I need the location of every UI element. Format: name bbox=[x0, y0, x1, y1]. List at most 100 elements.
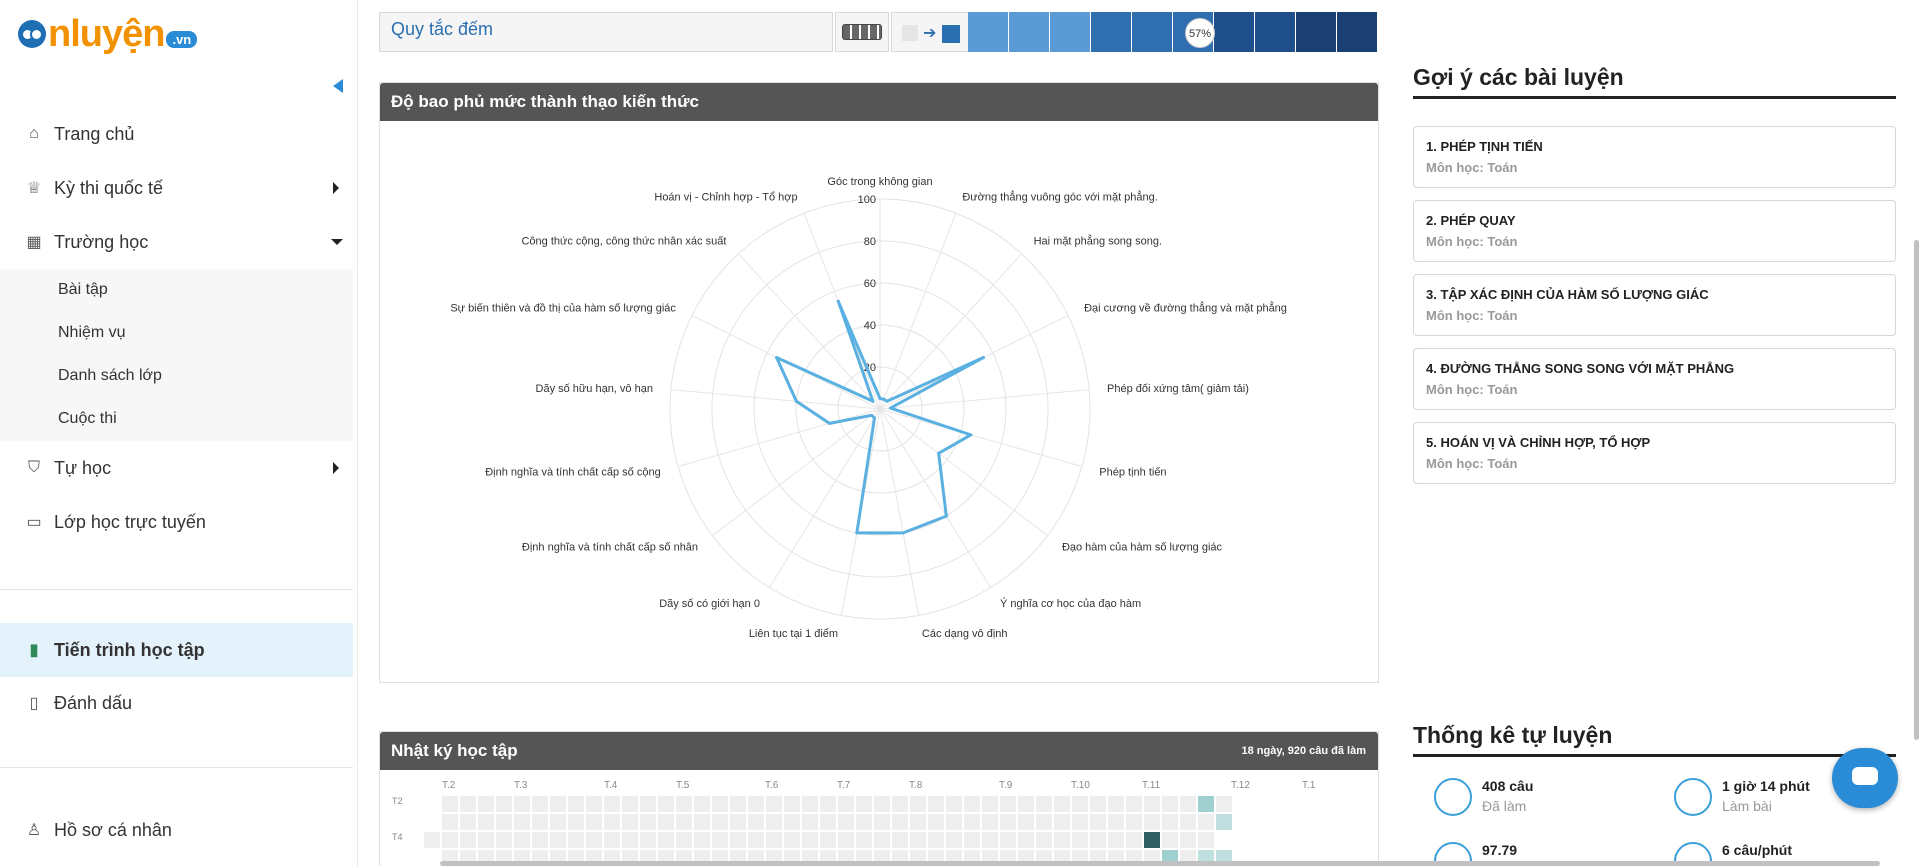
activity-day-cell[interactable] bbox=[712, 832, 728, 848]
sidebar-item-bookmarks[interactable]: ▯ Đánh dấu bbox=[0, 681, 353, 725]
collapse-sidebar-icon[interactable] bbox=[333, 79, 343, 93]
activity-day-cell[interactable] bbox=[478, 832, 494, 848]
activity-day-cell[interactable] bbox=[460, 796, 476, 812]
activity-day-cell[interactable] bbox=[604, 814, 620, 830]
activity-day-cell[interactable] bbox=[1072, 814, 1088, 830]
activity-day-cell[interactable] bbox=[1108, 832, 1124, 848]
activity-day-cell[interactable] bbox=[712, 814, 728, 830]
activity-day-cell[interactable] bbox=[766, 814, 782, 830]
activity-day-cell[interactable] bbox=[928, 796, 944, 812]
activity-day-cell[interactable] bbox=[730, 814, 746, 830]
activity-day-cell[interactable] bbox=[892, 832, 908, 848]
activity-day-cell[interactable] bbox=[514, 796, 530, 812]
activity-day-cell[interactable] bbox=[838, 796, 854, 812]
activity-day-cell[interactable] bbox=[532, 814, 548, 830]
vertical-scrollbar[interactable] bbox=[1914, 240, 1919, 740]
activity-day-cell[interactable] bbox=[784, 814, 800, 830]
activity-day-cell[interactable] bbox=[658, 814, 674, 830]
activity-day-cell[interactable] bbox=[730, 796, 746, 812]
activity-day-cell[interactable] bbox=[1180, 814, 1196, 830]
sidebar-item-learning-progress[interactable]: ▮ Tiến trình học tập bbox=[0, 623, 353, 677]
activity-day-cell[interactable] bbox=[496, 832, 512, 848]
activity-day-cell[interactable] bbox=[928, 832, 944, 848]
activity-day-cell[interactable] bbox=[730, 832, 746, 848]
activity-day-cell[interactable] bbox=[1054, 832, 1070, 848]
activity-day-cell[interactable] bbox=[676, 814, 692, 830]
activity-day-cell[interactable] bbox=[820, 814, 836, 830]
activity-day-cell[interactable] bbox=[712, 796, 728, 812]
activity-day-cell[interactable] bbox=[1054, 814, 1070, 830]
activity-day-cell[interactable] bbox=[424, 832, 440, 848]
activity-day-cell[interactable] bbox=[874, 814, 890, 830]
activity-day-cell[interactable] bbox=[1072, 832, 1088, 848]
activity-day-cell[interactable] bbox=[874, 796, 890, 812]
activity-day-cell[interactable] bbox=[856, 796, 872, 812]
activity-day-cell[interactable] bbox=[478, 814, 494, 830]
activity-day-cell[interactable] bbox=[1144, 814, 1160, 830]
sidebar-item-online-class[interactable]: ▭ Lớp học trực tuyến bbox=[0, 500, 353, 544]
activity-day-cell[interactable] bbox=[964, 832, 980, 848]
activity-day-cell[interactable] bbox=[946, 832, 962, 848]
logo[interactable]: nluyện .vn bbox=[18, 14, 198, 54]
activity-day-cell[interactable] bbox=[604, 796, 620, 812]
activity-day-cell[interactable] bbox=[550, 832, 566, 848]
activity-day-cell[interactable] bbox=[784, 832, 800, 848]
submenu-item-tasks[interactable]: Nhiệm vụ bbox=[58, 324, 126, 341]
activity-day-cell[interactable] bbox=[550, 796, 566, 812]
activity-day-cell[interactable] bbox=[1180, 796, 1196, 812]
sidebar-item-home[interactable]: ⌂ Trang chủ bbox=[0, 112, 353, 156]
activity-day-cell[interactable] bbox=[460, 832, 476, 848]
activity-day-cell[interactable] bbox=[568, 796, 584, 812]
activity-day-cell[interactable] bbox=[640, 796, 656, 812]
activity-day-cell[interactable] bbox=[820, 832, 836, 848]
activity-day-cell[interactable] bbox=[748, 814, 764, 830]
activity-day-cell[interactable] bbox=[946, 814, 962, 830]
activity-day-cell[interactable] bbox=[964, 796, 980, 812]
activity-day-cell[interactable] bbox=[1162, 796, 1178, 812]
activity-day-cell[interactable] bbox=[1198, 832, 1214, 848]
activity-day-cell[interactable] bbox=[460, 814, 476, 830]
activity-day-cell[interactable] bbox=[748, 796, 764, 812]
activity-day-cell[interactable] bbox=[964, 814, 980, 830]
activity-day-cell[interactable] bbox=[1018, 814, 1034, 830]
activity-day-cell[interactable] bbox=[802, 814, 818, 830]
activity-day-cell[interactable] bbox=[1054, 796, 1070, 812]
submenu-item-exercises[interactable]: Bài tập bbox=[58, 281, 108, 298]
activity-day-cell[interactable] bbox=[856, 814, 872, 830]
activity-day-cell[interactable] bbox=[982, 832, 998, 848]
activity-day-cell[interactable] bbox=[1090, 796, 1106, 812]
activity-day-cell[interactable] bbox=[766, 832, 782, 848]
activity-day-cell[interactable] bbox=[982, 814, 998, 830]
activity-day-cell[interactable] bbox=[1144, 832, 1160, 848]
activity-day-cell[interactable] bbox=[1216, 814, 1232, 830]
activity-day-cell[interactable] bbox=[766, 796, 782, 812]
activity-day-cell[interactable] bbox=[1126, 796, 1142, 812]
activity-day-cell[interactable] bbox=[1036, 832, 1052, 848]
activity-day-cell[interactable] bbox=[442, 832, 458, 848]
activity-day-cell[interactable] bbox=[586, 832, 602, 848]
activity-day-cell[interactable] bbox=[838, 814, 854, 830]
activity-day-cell[interactable] bbox=[1072, 796, 1088, 812]
activity-day-cell[interactable] bbox=[1108, 814, 1124, 830]
sidebar-item-self-study[interactable]: ⛉ Tự học bbox=[0, 446, 353, 490]
activity-day-cell[interactable] bbox=[1144, 796, 1160, 812]
activity-day-cell[interactable] bbox=[514, 832, 530, 848]
activity-day-cell[interactable] bbox=[946, 796, 962, 812]
suggestion-card[interactable]: 3. TẬP XÁC ĐỊNH CỦA HÀM SỐ LƯỢNG GIÁC Mô… bbox=[1413, 274, 1896, 336]
activity-day-cell[interactable] bbox=[532, 796, 548, 812]
suggestion-card[interactable]: 4. ĐƯỜNG THẲNG SONG SONG VỚI MẶT PHẲNG M… bbox=[1413, 348, 1896, 410]
activity-day-cell[interactable] bbox=[1162, 814, 1178, 830]
activity-day-cell[interactable] bbox=[928, 814, 944, 830]
activity-day-cell[interactable] bbox=[1108, 796, 1124, 812]
activity-day-cell[interactable] bbox=[856, 832, 872, 848]
activity-day-cell[interactable] bbox=[1000, 796, 1016, 812]
suggestion-card[interactable]: 5. HOÁN VỊ VÀ CHỈNH HỢP, TỔ HỢP Môn học:… bbox=[1413, 422, 1896, 484]
suggestion-card[interactable]: 2. PHÉP QUAY Môn học: Toán bbox=[1413, 200, 1896, 262]
activity-day-cell[interactable] bbox=[550, 814, 566, 830]
activity-day-cell[interactable] bbox=[1018, 796, 1034, 812]
activity-day-cell[interactable] bbox=[802, 796, 818, 812]
activity-day-cell[interactable] bbox=[694, 814, 710, 830]
activity-day-cell[interactable] bbox=[658, 832, 674, 848]
activity-day-cell[interactable] bbox=[604, 832, 620, 848]
activity-day-cell[interactable] bbox=[640, 814, 656, 830]
